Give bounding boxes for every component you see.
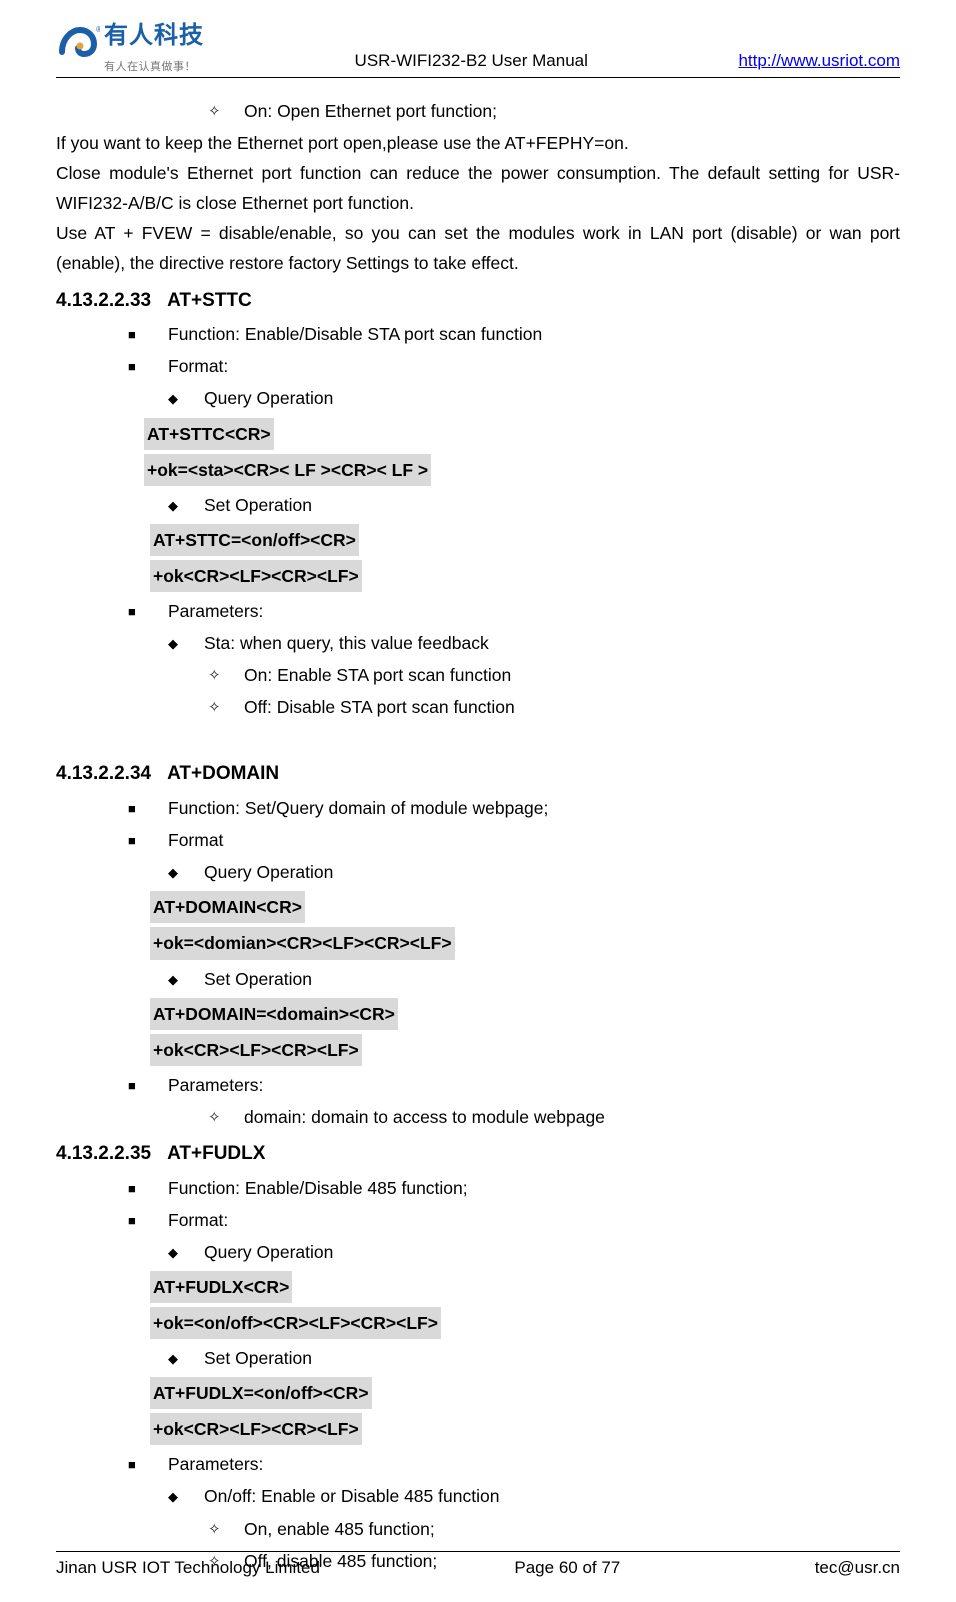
at-command: +ok=<on/off><CR><LF><CR><LF> bbox=[150, 1307, 441, 1339]
open-list: domain: domain to access to module webpa… bbox=[56, 1102, 900, 1132]
open-list: On: Enable STA port scan functionOff: Di… bbox=[56, 660, 900, 722]
code-line: +ok<CR><LF><CR><LF> bbox=[150, 558, 900, 594]
square-list: Parameters: bbox=[56, 1070, 900, 1100]
at-command: AT+DOMAIN=<domain><CR> bbox=[150, 998, 398, 1030]
footer-right: tec@usr.cn bbox=[815, 1558, 900, 1578]
list-item: Set Operation bbox=[56, 490, 900, 520]
square-list: Parameters: bbox=[56, 1449, 900, 1479]
section-number: 4.13.2.2.34 bbox=[56, 758, 151, 791]
code-line: AT+FUDLX=<on/off><CR> bbox=[150, 1375, 900, 1411]
code-line: +ok=<sta><CR>< LF ><CR>< LF > bbox=[144, 452, 900, 488]
square-list: Function: Enable/Disable STA port scan f… bbox=[56, 319, 900, 381]
code-line: +ok<CR><LF><CR><LF> bbox=[150, 1411, 900, 1447]
footer-center: Page 60 of 77 bbox=[514, 1558, 620, 1578]
list-item: On/off: Enable or Disable 485 function bbox=[56, 1481, 900, 1511]
page-header: ® 有人科技 有人在认真做事！ USR-WIFI232-B2 User Manu… bbox=[56, 24, 900, 78]
list-item: domain: domain to access to module webpa… bbox=[56, 1102, 900, 1132]
section-heading: 4.13.2.2.33 AT+STTC bbox=[56, 285, 900, 318]
section-title: AT+FUDLX bbox=[167, 1143, 265, 1164]
diamond-list: Sta: when query, this value feedback bbox=[56, 628, 900, 658]
section-heading: 4.13.2.2.34 AT+DOMAIN bbox=[56, 758, 900, 791]
at-command: AT+STTC<CR> bbox=[144, 418, 274, 450]
diamond-list: On/off: Enable or Disable 485 function bbox=[56, 1481, 900, 1511]
list-item: Query Operation bbox=[56, 857, 900, 887]
list-item: Function: Enable/Disable 485 function; bbox=[56, 1173, 900, 1203]
list-item: Format: bbox=[56, 351, 900, 381]
at-command: +ok<CR><LF><CR><LF> bbox=[150, 1034, 362, 1066]
list-item: Parameters: bbox=[56, 1449, 900, 1479]
list-item: Parameters: bbox=[56, 1070, 900, 1100]
section-title: AT+DOMAIN bbox=[167, 763, 279, 784]
code-line: AT+STTC=<on/off><CR> bbox=[150, 522, 900, 558]
square-list: Parameters: bbox=[56, 596, 900, 626]
list-item: Off: Disable STA port scan function bbox=[56, 692, 900, 722]
code-line: AT+DOMAIN=<domain><CR> bbox=[150, 996, 900, 1032]
diamond-list: Query Operation bbox=[56, 1237, 900, 1267]
document-title: USR-WIFI232-B2 User Manual bbox=[204, 51, 738, 71]
continuation-list: On: Open Ethernet port function; bbox=[56, 96, 900, 126]
page-body: On: Open Ethernet port function; If you … bbox=[56, 96, 900, 1576]
diamond-list: Set Operation bbox=[56, 964, 900, 994]
list-item: Parameters: bbox=[56, 596, 900, 626]
list-item: Set Operation bbox=[56, 964, 900, 994]
intro-paragraph: Use AT + FVEW = disable/enable, so you c… bbox=[56, 218, 900, 278]
site-link[interactable]: http://www.usriot.com bbox=[738, 51, 900, 71]
list-item: Function: Set/Query domain of module web… bbox=[56, 793, 900, 823]
at-command: +ok=<domian><CR><LF><CR><LF> bbox=[150, 927, 455, 959]
at-command: +ok=<sta><CR>< LF ><CR>< LF > bbox=[144, 454, 431, 486]
logo-subtitle: 有人在认真做事！ bbox=[104, 62, 196, 73]
at-command: AT+STTC=<on/off><CR> bbox=[150, 524, 359, 556]
list-item: Query Operation bbox=[56, 383, 900, 413]
section-number: 4.13.2.2.35 bbox=[56, 1138, 151, 1171]
code-line: +ok<CR><LF><CR><LF> bbox=[150, 1032, 900, 1068]
list-item: Query Operation bbox=[56, 1237, 900, 1267]
at-command: AT+DOMAIN<CR> bbox=[150, 891, 305, 923]
footer-left: Jinan USR IOT Technology Limited bbox=[56, 1558, 320, 1578]
logo-icon: ® bbox=[56, 24, 100, 60]
intro-paragraph: Close module's Ethernet port function ca… bbox=[56, 158, 900, 218]
list-item: On: Open Ethernet port function; bbox=[56, 96, 900, 126]
section-title: AT+STTC bbox=[167, 290, 252, 311]
code-line: AT+STTC<CR> bbox=[144, 416, 900, 452]
list-item: Format bbox=[56, 825, 900, 855]
section-number: 4.13.2.2.33 bbox=[56, 285, 151, 318]
diamond-list: Query Operation bbox=[56, 383, 900, 413]
square-list: Function: Set/Query domain of module web… bbox=[56, 793, 900, 855]
list-item: Set Operation bbox=[56, 1343, 900, 1373]
intro-paragraph: If you want to keep the Ethernet port op… bbox=[56, 128, 900, 158]
at-command: AT+FUDLX=<on/off><CR> bbox=[150, 1377, 372, 1409]
logo: ® 有人科技 有人在认真做事！ bbox=[56, 24, 204, 73]
list-item: Format: bbox=[56, 1205, 900, 1235]
at-command: +ok<CR><LF><CR><LF> bbox=[150, 560, 362, 592]
code-line: AT+DOMAIN<CR> bbox=[150, 889, 900, 925]
svg-text:®: ® bbox=[96, 25, 100, 34]
logo-text-cn: 有人科技 bbox=[104, 24, 204, 48]
list-item: Sta: when query, this value feedback bbox=[56, 628, 900, 658]
diamond-list: Set Operation bbox=[56, 1343, 900, 1373]
square-list: Function: Enable/Disable 485 function;Fo… bbox=[56, 1173, 900, 1235]
code-line: +ok=<on/off><CR><LF><CR><LF> bbox=[150, 1305, 900, 1341]
diamond-list: Query Operation bbox=[56, 857, 900, 887]
page-footer: Jinan USR IOT Technology Limited Page 60… bbox=[56, 1551, 900, 1578]
at-command: +ok<CR><LF><CR><LF> bbox=[150, 1413, 362, 1445]
at-command: AT+FUDLX<CR> bbox=[150, 1271, 292, 1303]
section-heading: 4.13.2.2.35 AT+FUDLX bbox=[56, 1138, 900, 1171]
code-line: +ok=<domian><CR><LF><CR><LF> bbox=[150, 925, 900, 961]
list-item: On: Enable STA port scan function bbox=[56, 660, 900, 690]
list-item: On, enable 485 function; bbox=[56, 1514, 900, 1544]
list-item: Function: Enable/Disable STA port scan f… bbox=[56, 319, 900, 349]
code-line: AT+FUDLX<CR> bbox=[150, 1269, 900, 1305]
diamond-list: Set Operation bbox=[56, 490, 900, 520]
